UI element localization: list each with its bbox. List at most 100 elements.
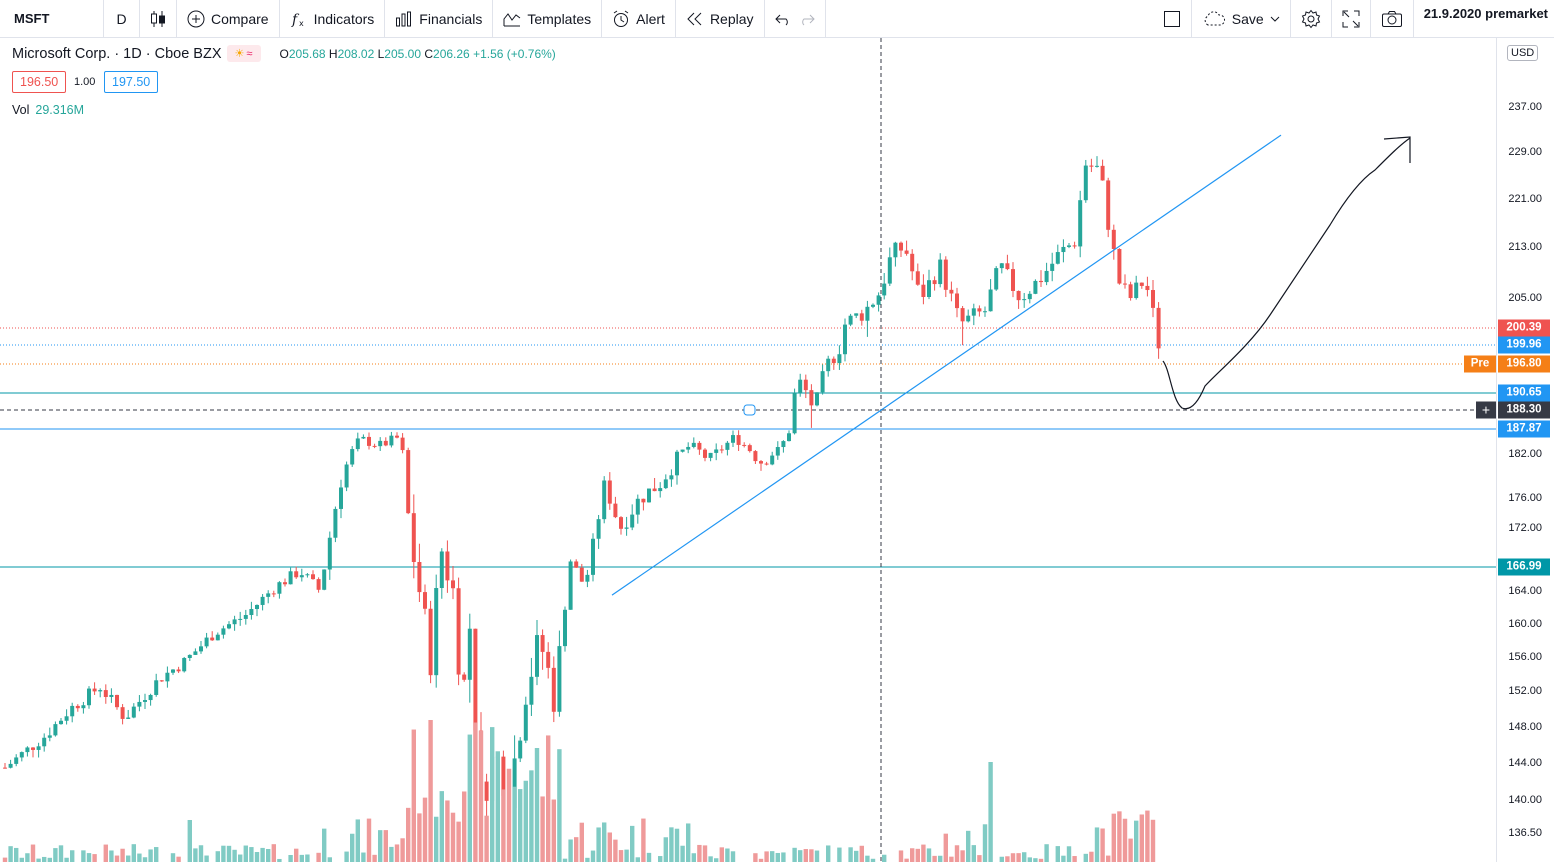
candle-body <box>406 450 411 514</box>
price-chart[interactable] <box>0 38 1496 862</box>
volume-bar <box>422 797 428 862</box>
price-axis[interactable]: USD 237.00 229.00 221.00 213.00 205.00 182.00… <box>1496 38 1554 862</box>
candle-body <box>775 447 780 456</box>
candle-body <box>266 593 271 597</box>
volume-bar <box>607 832 612 862</box>
volume-bar <box>1022 852 1027 862</box>
volume-bar <box>764 851 769 862</box>
candle-body <box>1061 246 1066 253</box>
candle-body <box>120 707 125 719</box>
candle-body <box>1055 252 1060 264</box>
volume-bar <box>697 844 702 862</box>
candle-body <box>1033 280 1038 294</box>
candle-body <box>523 704 528 741</box>
volume-bar <box>42 856 47 862</box>
settings-button[interactable] <box>1289 0 1331 38</box>
replay-button[interactable]: Replay <box>676 0 765 38</box>
candle-body <box>361 436 366 439</box>
candle-body <box>859 313 864 321</box>
candle-body <box>1044 270 1049 283</box>
chart-type-button[interactable] <box>140 0 177 38</box>
candle-body <box>1134 282 1139 299</box>
price-tick: 156.00 <box>1508 651 1542 663</box>
volume-bar <box>344 851 349 862</box>
financials-button[interactable]: Financials <box>385 0 494 38</box>
candle-body <box>159 680 164 682</box>
session-badge[interactable]: ☀ ≈ <box>226 45 261 62</box>
candle-body <box>742 444 747 446</box>
indicators-label: Indicators <box>313 10 375 27</box>
volume-bar <box>434 816 439 862</box>
fullscreen-button[interactable] <box>1330 0 1370 38</box>
symbol-search[interactable]: MSFT <box>0 0 104 38</box>
volume-bar <box>249 847 254 862</box>
candle-body <box>36 746 41 750</box>
crosshair-plus-icon[interactable]: + <box>1476 401 1496 419</box>
redo-button[interactable] <box>795 0 826 38</box>
volume-bar <box>770 851 775 862</box>
bid-button[interactable]: 196.50 <box>12 71 67 93</box>
candle-body <box>367 436 371 446</box>
volume-bar <box>1066 846 1072 862</box>
price-label: 187.87 <box>1498 420 1550 438</box>
candle-body <box>1050 263 1055 271</box>
volume-bar <box>702 845 708 862</box>
templates-icon <box>503 12 521 26</box>
toolbar-right-group: Save 21.9.2020 premarket <box>1153 0 1554 38</box>
volume-bar <box>714 858 719 862</box>
volume-bar <box>1139 814 1144 862</box>
currency-badge[interactable]: USD <box>1507 45 1539 61</box>
volume-label: Vol <box>12 103 30 117</box>
close-value: 206.26 <box>433 46 470 61</box>
price-tick: 144.00 <box>1508 757 1542 769</box>
candle-body <box>126 717 131 719</box>
volume-bar <box>154 847 159 862</box>
volume-bar <box>1083 853 1088 862</box>
save-button[interactable]: Save <box>1190 0 1290 38</box>
volume-bar <box>960 850 965 862</box>
volume-bar <box>450 812 456 862</box>
volume-bar <box>1094 827 1100 862</box>
volume-bar <box>910 848 915 862</box>
candle-body <box>518 740 523 759</box>
volume-bar <box>512 786 517 862</box>
volume-bar <box>798 850 803 862</box>
drawing-handle <box>743 404 756 416</box>
interval-button[interactable]: D <box>104 0 140 38</box>
templates-button[interactable]: Templates <box>493 0 603 38</box>
candle-body <box>227 624 231 629</box>
candle-body <box>238 618 243 620</box>
candle-body <box>635 498 640 515</box>
candle-body <box>540 635 545 652</box>
open-value: 205.68 <box>288 46 326 61</box>
candle-body <box>98 690 103 692</box>
volume-bar <box>859 845 864 862</box>
candle-body <box>641 498 646 503</box>
symbol-description[interactable]: Microsoft Corp. · 1D · Cboe BZX <box>12 45 222 62</box>
alert-button[interactable]: Alert <box>602 0 676 38</box>
candle-body <box>607 480 612 504</box>
volume-bar <box>1010 853 1016 862</box>
volume-bar <box>490 727 495 862</box>
ask-button[interactable]: 197.50 <box>104 71 159 93</box>
candle-body <box>473 628 478 731</box>
candle-body <box>809 390 814 406</box>
candle-body <box>350 449 355 465</box>
volume-bar <box>551 799 556 862</box>
volume-bar <box>271 844 276 862</box>
candle-body <box>445 551 450 581</box>
volume-bar <box>176 856 181 862</box>
compare-button[interactable]: Compare <box>177 0 280 38</box>
undo-button[interactable] <box>765 0 795 38</box>
snapshot-button[interactable] <box>1369 0 1413 38</box>
volume-bar <box>988 762 993 862</box>
candle-body <box>8 763 13 768</box>
volume-bar <box>226 845 232 862</box>
volume-bar <box>232 849 237 862</box>
candle-body <box>305 574 310 576</box>
volume-bar <box>355 819 360 862</box>
layout-button[interactable] <box>1153 0 1191 38</box>
volume-bar <box>971 845 976 862</box>
